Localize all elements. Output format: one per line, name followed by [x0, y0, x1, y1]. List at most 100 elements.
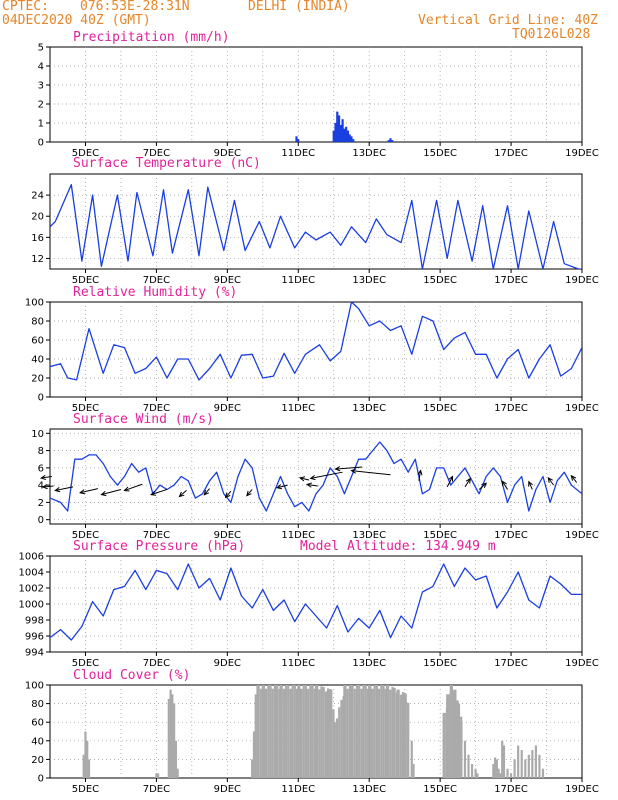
- bar: [397, 689, 400, 778]
- bar: [265, 688, 268, 778]
- bar: [492, 764, 495, 778]
- wind-arrow: [309, 471, 343, 481]
- wind-arrow: [39, 474, 52, 481]
- bar: [295, 136, 298, 142]
- bar: [346, 688, 349, 778]
- x-tick-label: 7DEC: [143, 658, 170, 669]
- bar: [173, 703, 176, 778]
- bar: [348, 685, 351, 778]
- y-tick-label: 5: [38, 43, 44, 54]
- wind-arrow: [79, 488, 98, 495]
- wind-arrow: [547, 476, 555, 486]
- x-tick-label: 17DEC: [494, 275, 528, 286]
- bar: [412, 764, 415, 778]
- header-location: DELHI (INDIA): [248, 0, 350, 14]
- bar: [276, 685, 279, 778]
- bar: [404, 694, 407, 778]
- bar: [262, 685, 265, 778]
- series-line: [50, 441, 582, 512]
- bar: [295, 688, 299, 778]
- bar: [176, 768, 179, 778]
- y-tick-label: 80: [31, 317, 44, 328]
- panel-title: Cloud Cover (%): [73, 668, 190, 683]
- bar: [346, 130, 350, 142]
- bar: [495, 759, 498, 778]
- x-tick-label: 19DEC: [565, 784, 599, 795]
- x-tick-label: 13DEC: [352, 403, 386, 414]
- bar: [289, 688, 292, 778]
- bar: [391, 686, 394, 778]
- x-tick-label: 15DEC: [423, 784, 457, 795]
- panel-title: Surface Pressure (hPa): [73, 539, 245, 554]
- bar: [355, 685, 359, 778]
- bar: [334, 123, 337, 142]
- y-tick-label: 2: [38, 100, 44, 111]
- x-tick-label: 13DEC: [352, 784, 386, 795]
- x-tick-label: 13DEC: [352, 275, 386, 286]
- y-tick-label: 100: [25, 298, 44, 309]
- panel-title: Surface Temperature (nC): [73, 156, 261, 171]
- y-tick-label: 20: [31, 374, 44, 385]
- bar: [320, 686, 323, 778]
- bar: [470, 764, 474, 778]
- bar: [157, 773, 160, 778]
- bar: [336, 111, 339, 142]
- series-group: [50, 183, 582, 269]
- series-line: [50, 183, 582, 269]
- series-group: [50, 563, 582, 641]
- bar: [456, 700, 459, 778]
- bar: [291, 685, 294, 778]
- bar: [524, 759, 527, 778]
- bar: [364, 685, 367, 778]
- wind-arrow: [446, 475, 454, 488]
- bar: [445, 707, 449, 778]
- bar: [155, 773, 158, 778]
- bar: [87, 759, 91, 778]
- bar: [369, 685, 372, 778]
- bar: [345, 126, 348, 142]
- bar: [395, 692, 398, 778]
- bar: [474, 768, 477, 778]
- y-tick-label: 40: [31, 355, 44, 366]
- x-tick-label: 13DEC: [352, 148, 386, 159]
- y-tick-label: 994: [25, 648, 44, 659]
- bar: [343, 128, 346, 142]
- x-tick-label: 5DEC: [72, 148, 99, 159]
- series-group: [50, 441, 582, 512]
- bar: [501, 740, 504, 778]
- bar: [278, 688, 281, 778]
- header-date: 04DEC2020 40Z (GMT): [2, 13, 151, 28]
- x-tick-label: 11DEC: [281, 784, 315, 795]
- bar: [330, 689, 333, 778]
- bar: [467, 754, 470, 778]
- bar: [322, 686, 325, 778]
- bar: [447, 694, 450, 778]
- x-tick-label: 13DEC: [352, 658, 386, 669]
- bar: [341, 119, 344, 142]
- bar: [378, 688, 381, 778]
- wind-arrow: [54, 486, 74, 493]
- header-source: CPTEC:: [2, 0, 49, 14]
- bar: [389, 138, 392, 142]
- bar: [452, 691, 456, 778]
- bar: [541, 768, 545, 778]
- x-tick-label: 15DEC: [423, 275, 457, 286]
- panel-frame: [49, 428, 583, 525]
- y-tick-label: 24: [31, 191, 44, 202]
- bar: [450, 685, 453, 778]
- bar: [271, 688, 274, 778]
- bar: [267, 685, 270, 778]
- bar: [309, 685, 312, 778]
- panel-frame: [49, 173, 583, 270]
- bar: [84, 731, 87, 778]
- x-tick-label: 11DEC: [281, 275, 315, 286]
- x-tick-label: 7DEC: [143, 148, 170, 159]
- x-tick-label: 17DEC: [494, 148, 528, 159]
- panel-title: Precipitation (mm/h): [73, 30, 230, 45]
- bar: [342, 696, 345, 778]
- x-tick-label: 19DEC: [565, 403, 599, 414]
- wind-arrow: [246, 489, 253, 497]
- bar: [339, 124, 342, 142]
- y-tick-label: 4: [38, 62, 44, 73]
- x-tick-label: 13DEC: [352, 530, 386, 541]
